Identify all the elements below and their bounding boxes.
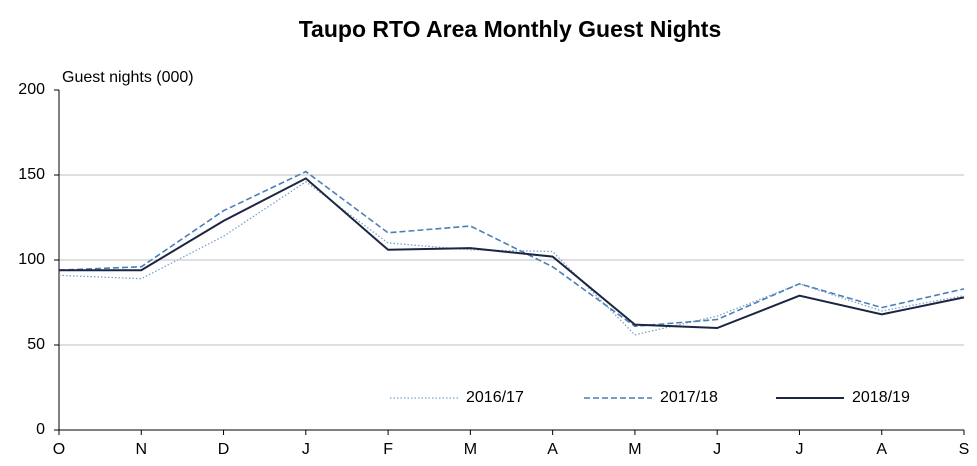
y-tick-label: 50 — [27, 336, 45, 353]
x-tick-label: A — [547, 441, 558, 458]
y-tick-label: 150 — [18, 166, 45, 183]
x-tick-label: M — [464, 441, 477, 458]
x-tick-label: D — [218, 441, 230, 458]
legend-label: 2018/19 — [852, 389, 910, 406]
chart-title: Taupo RTO Area Monthly Guest Nights — [299, 16, 722, 42]
series-line — [58, 170, 965, 328]
y-tick-label: 100 — [18, 251, 45, 268]
x-tick-label: S — [959, 441, 970, 458]
x-tick-label: N — [135, 441, 147, 458]
y-axis-label: Guest nights (000) — [62, 69, 194, 86]
legend-label: 2016/17 — [466, 389, 524, 406]
y-tick-label: 200 — [18, 81, 45, 98]
y-tick-label: 0 — [36, 421, 45, 438]
legend-label: 2017/18 — [660, 389, 718, 406]
series-line — [58, 181, 965, 336]
x-tick-label: O — [53, 441, 65, 458]
x-tick-label: M — [628, 441, 641, 458]
x-tick-label: A — [876, 441, 887, 458]
x-tick-label: J — [713, 441, 721, 458]
series-line — [59, 177, 965, 330]
x-tick-label: J — [795, 441, 803, 458]
x-tick-label: J — [302, 441, 310, 458]
x-tick-label: F — [383, 441, 393, 458]
